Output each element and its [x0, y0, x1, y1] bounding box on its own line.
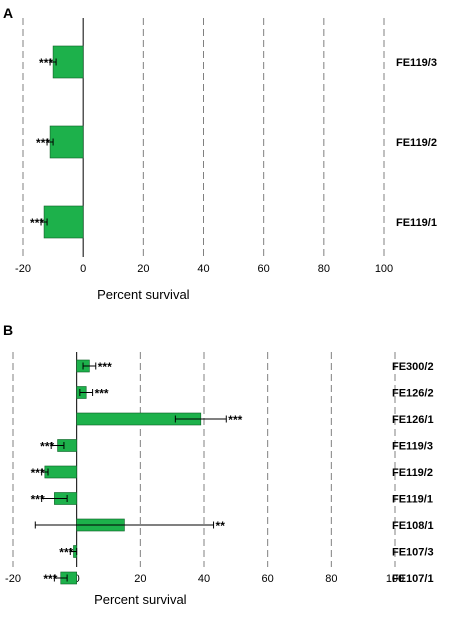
category-label: FE107/3	[392, 547, 434, 559]
category-label: FE119/2	[392, 467, 433, 479]
panel-a: A -20 0 20 40 60 80 100 Percent survival *** FE119…	[3, 5, 437, 302]
category-label: FE119/3	[396, 57, 437, 69]
x-tick-label: 100	[386, 573, 404, 585]
x-tick-label: 80	[325, 573, 337, 585]
x-tick-label: 20	[137, 263, 149, 275]
category-label: FE119/3	[392, 441, 433, 453]
significance-label: ***	[59, 546, 73, 560]
category-label: FE119/1	[396, 217, 437, 229]
significance-label: ***	[98, 360, 112, 374]
x-tick-label: 40	[197, 263, 209, 275]
category-label: FE108/1	[392, 520, 434, 532]
bar	[44, 465, 77, 479]
x-axis-label: Percent survival	[94, 592, 187, 607]
bar	[43, 205, 84, 239]
category-label: FE126/1	[392, 414, 434, 426]
category-label: FE300/2	[392, 361, 434, 373]
x-tick-label: 100	[375, 263, 393, 275]
panel-letter: A	[3, 5, 13, 21]
significance-label: ***	[39, 56, 53, 70]
x-tick-label: 0	[80, 263, 86, 275]
x-tick-label: 40	[198, 573, 210, 585]
significance-label: ***	[31, 466, 45, 480]
significance-label: **	[216, 519, 226, 533]
x-tick-label: 80	[318, 263, 330, 275]
significance-label: ***	[43, 572, 57, 586]
x-tick-label: 60	[258, 263, 270, 275]
bar	[49, 125, 84, 159]
bar	[52, 45, 84, 79]
x-axis-label: Percent survival	[97, 287, 190, 302]
x-tick-label: 60	[262, 573, 274, 585]
category-label: FE107/1	[392, 573, 434, 585]
significance-label: ***	[31, 493, 45, 507]
category-label: FE126/2	[392, 388, 434, 400]
significance-label: ***	[95, 387, 109, 401]
category-label: FE119/1	[392, 494, 433, 506]
significance-label: ***	[228, 413, 242, 427]
x-tick-label: -20	[15, 263, 31, 275]
x-tick-label: 20	[134, 573, 146, 585]
category-label: FE119/2	[396, 137, 437, 149]
significance-label: ***	[36, 136, 50, 150]
panel-letter: B	[3, 322, 13, 338]
x-tick-label: -20	[5, 573, 21, 585]
significance-label: ***	[40, 440, 54, 454]
significance-label: ***	[30, 216, 44, 230]
